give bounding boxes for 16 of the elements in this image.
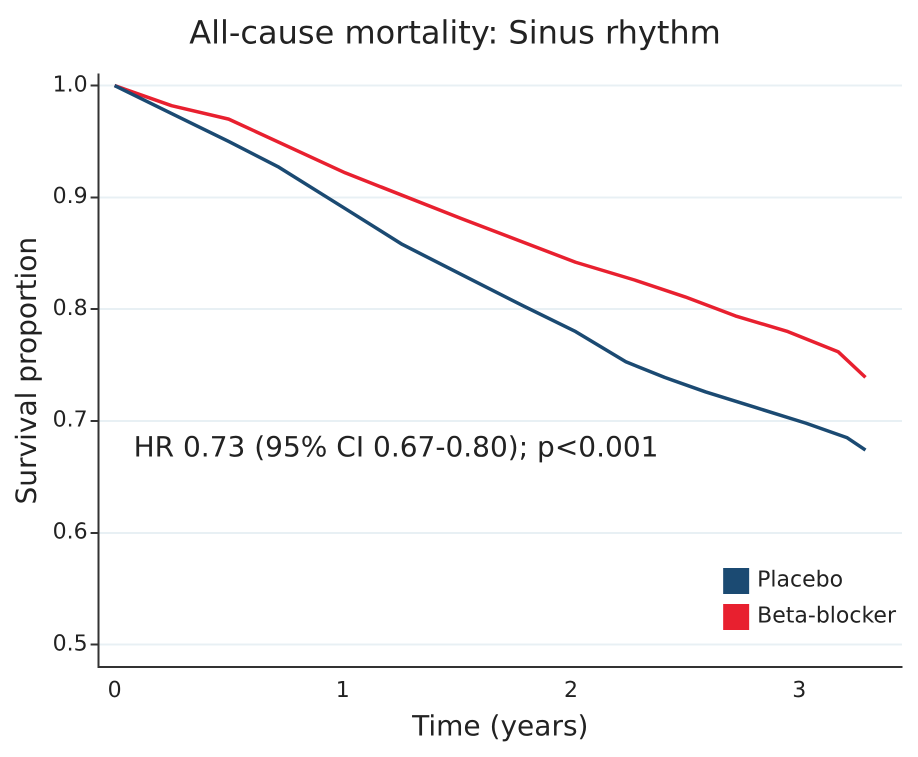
x-tick-label: 2 [564,678,578,703]
x-tick-label: 3 [792,678,806,703]
x-tick-label: 0 [108,678,122,703]
x-axis-title: Time (years) [411,709,588,742]
chart-title: All-cause mortality: Sinus rhythm [189,14,721,52]
x-tick-label: 1 [336,678,350,703]
legend-label: Placebo [757,568,844,593]
y-axis-title: Survival proportion [10,236,44,505]
annotation: HR 0.73 (95% CI 0.67-0.80); p<0.001 [134,430,658,464]
y-tick-label: 0.6 [52,520,88,545]
y-tick-label: 0.7 [52,408,88,433]
legend-label: Beta-blocker [757,604,897,629]
y-tick-label: 0.9 [52,184,88,210]
y-tick-label: 0.8 [52,296,88,321]
y-tick-label: 0.5 [52,631,88,656]
y-tick-label: 1.0 [52,72,88,98]
